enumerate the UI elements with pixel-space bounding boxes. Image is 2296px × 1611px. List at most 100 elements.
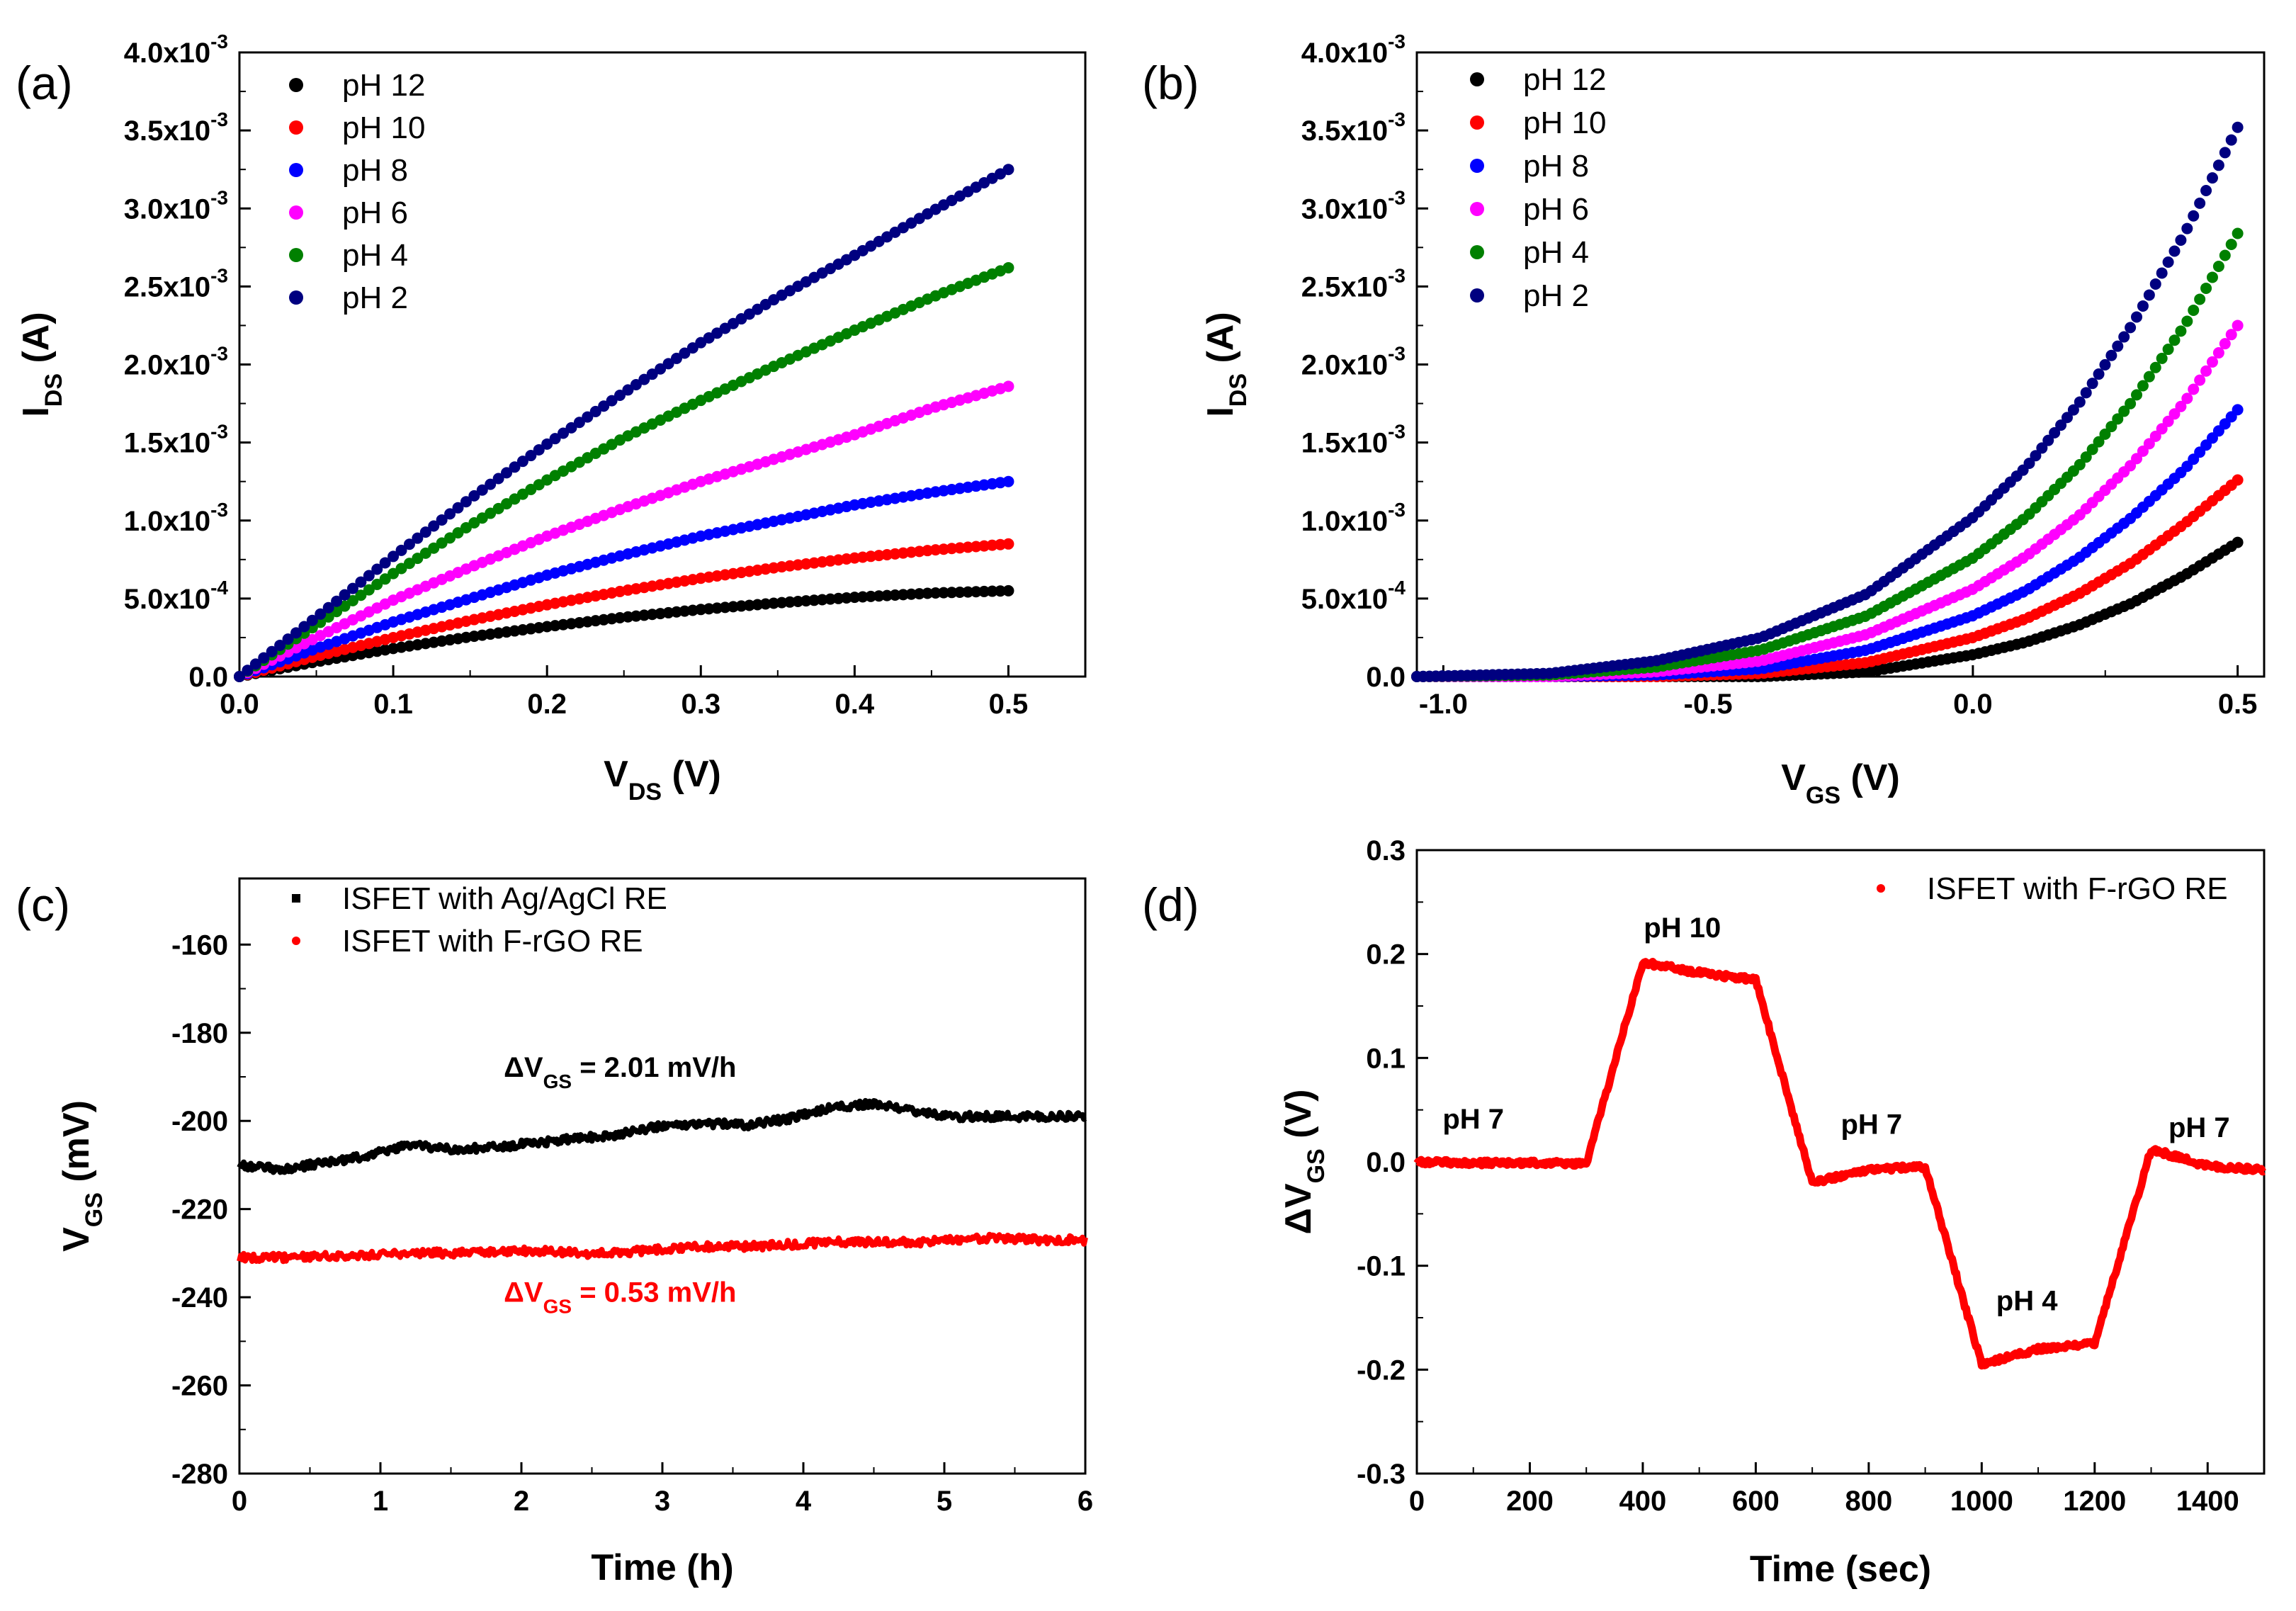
legend-marker <box>1470 115 1484 130</box>
data-point <box>719 601 731 614</box>
data-point <box>509 461 521 473</box>
annotation: ΔVGS = 2.01 mV/h <box>504 1052 736 1092</box>
data-point <box>655 363 667 375</box>
data-point <box>954 586 966 598</box>
data-point <box>873 590 885 602</box>
legend-marker <box>292 894 300 903</box>
legend-marker <box>289 205 303 220</box>
y-tick-label: 3.0x10-3 <box>1301 186 1406 225</box>
legend-label: ISFET with F-rGO RE <box>1927 871 2228 906</box>
data-point <box>2225 238 2237 250</box>
data-point <box>2093 368 2105 380</box>
data-point <box>897 589 909 601</box>
data-point <box>2131 311 2143 323</box>
data-point <box>978 585 990 597</box>
x-tick-label: 1200 <box>2063 1486 2126 1517</box>
data-point <box>662 358 674 370</box>
data-point <box>2168 334 2181 346</box>
data-point <box>2149 430 2161 442</box>
x-tick-label: 2 <box>514 1486 529 1517</box>
plot-frame <box>1415 51 2266 678</box>
panel-c: 0 1 2 3 4 5 6 -280 -260 -240 -220 -200 -180 -160 Time … <box>16 877 1093 1588</box>
data-point <box>403 558 415 570</box>
data-point <box>962 586 974 598</box>
data-point <box>2162 256 2174 268</box>
data-point <box>2137 445 2149 457</box>
legend-label: ISFET with Ag/AgCl RE <box>342 881 667 916</box>
data-point <box>452 502 464 514</box>
data-point <box>355 589 367 601</box>
legend-marker <box>1470 72 1484 86</box>
data-point <box>995 538 1007 550</box>
data-point <box>2118 405 2130 417</box>
data-point <box>2162 344 2174 356</box>
data-point <box>558 427 570 439</box>
data-point <box>2194 293 2206 305</box>
legend-label: pH 8 <box>342 153 408 188</box>
data-point <box>808 594 820 606</box>
data-point <box>686 342 699 354</box>
legend-marker <box>289 163 303 177</box>
data-point <box>922 587 934 599</box>
legend-label: pH 10 <box>342 111 425 145</box>
x-tick-label: 0.1 <box>373 689 413 720</box>
data-point <box>2099 358 2111 371</box>
x-tick-label: 1 <box>373 1486 388 1517</box>
data-point <box>978 540 990 552</box>
data-point <box>679 347 691 359</box>
series-line <box>1413 958 2267 1370</box>
panel-b: -1.0 -0.5 0.0 0.5 0.0 5.0x10-4 1.0x10-3 1.5x10-… <box>1142 30 2266 809</box>
series-line <box>237 1231 1088 1265</box>
y-tick-label: -0.3 <box>1357 1459 1406 1490</box>
y-tick-label: 2.0x10-3 <box>1301 343 1406 381</box>
data-point <box>2162 415 2174 427</box>
y-tick-label: 3.0x10-3 <box>124 186 228 225</box>
data-point <box>2232 404 2244 416</box>
data-point <box>2118 331 2130 343</box>
data-point <box>2206 172 2218 184</box>
data-point <box>346 582 358 594</box>
data-point <box>598 400 610 412</box>
y-tick-label: -200 <box>171 1106 228 1137</box>
data-point <box>339 589 351 601</box>
data-point <box>759 598 771 610</box>
y-tick-label: 2.5x10-3 <box>1301 264 1406 303</box>
data-point <box>371 578 383 590</box>
annotation: ΔVGS = 0.53 mV/h <box>504 1277 736 1317</box>
legend-marker <box>1470 288 1484 303</box>
data-point <box>622 384 634 396</box>
data-point <box>638 373 650 385</box>
data-point <box>2099 428 2111 440</box>
data-point <box>315 608 327 620</box>
data-point <box>541 438 553 450</box>
y-tick-label: 3.5x10-3 <box>1301 108 1406 147</box>
y-tick-label: -160 <box>171 929 228 961</box>
data-point <box>363 570 375 582</box>
data-point <box>825 593 837 605</box>
x-tick-label: 200 <box>1506 1486 1554 1517</box>
legend-marker <box>1877 884 1885 893</box>
legend-label: ISFET with F-rGO RE <box>342 924 643 959</box>
data-point <box>995 585 1007 597</box>
annotation: pH 7 <box>1841 1109 1903 1140</box>
data-point <box>428 520 440 532</box>
data-point <box>2055 419 2067 431</box>
y-axis-label: ΔVGS (V) <box>1278 1090 1330 1235</box>
data-point <box>2156 423 2168 435</box>
data-point <box>1002 380 1014 392</box>
data-point <box>371 563 383 575</box>
data-point <box>646 368 658 380</box>
y-tick-label: 5.0x10-4 <box>1301 577 1406 615</box>
data-point <box>986 585 998 597</box>
y-tick-label: -260 <box>171 1371 228 1402</box>
annotation: pH 10 <box>1644 912 1721 944</box>
annotation: pH 7 <box>1442 1104 1504 1135</box>
data-point <box>711 602 723 614</box>
y-tick-label: -0.1 <box>1357 1251 1406 1282</box>
x-tick-label: 0.3 <box>681 689 720 720</box>
x-tick-label: 6 <box>1078 1486 1093 1517</box>
data-point <box>2168 408 2181 420</box>
data-point <box>2175 234 2187 246</box>
data-point <box>881 589 893 601</box>
